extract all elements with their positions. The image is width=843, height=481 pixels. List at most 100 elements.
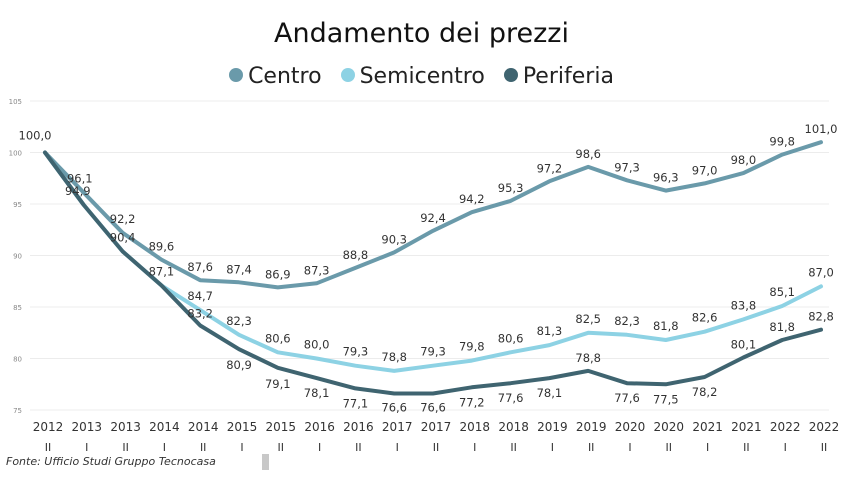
x-tick-year: 2016 bbox=[343, 420, 374, 434]
x-tick-semester: II bbox=[743, 441, 750, 454]
data-label-centro: 87,6 bbox=[187, 260, 213, 274]
legend-marker-periferia bbox=[503, 68, 518, 82]
data-label-semicentro: 85,1 bbox=[769, 285, 795, 299]
y-tick-label: 105 bbox=[9, 98, 22, 106]
data-label-centro: 92,2 bbox=[110, 212, 136, 226]
data-label-semicentro: 79,3 bbox=[343, 345, 369, 359]
data-label-centro: 89,6 bbox=[149, 240, 175, 254]
x-tick-semester: I bbox=[628, 441, 631, 454]
y-axis-ticks: 75 80 85 90 95 100 105 bbox=[9, 98, 22, 415]
x-tick-semester: II bbox=[588, 441, 595, 454]
data-label-centro: 92,4 bbox=[420, 211, 446, 225]
data-label-periferia: 83,2 bbox=[187, 307, 213, 321]
x-tick-semester: I bbox=[85, 441, 88, 454]
data-label-centro: 98,0 bbox=[731, 153, 757, 167]
data-label-centro: 101,0 bbox=[805, 122, 838, 136]
data-label-centro: 86,9 bbox=[265, 267, 291, 281]
x-tick-year: 2022 bbox=[770, 420, 801, 434]
data-label-semicentro: 90,4 bbox=[110, 230, 136, 244]
series-line-semicentro bbox=[43, 150, 823, 373]
data-label-semicentro: 81,8 bbox=[653, 319, 679, 333]
x-tick-semester: II bbox=[45, 441, 52, 454]
x-tick-year: 2022 bbox=[809, 420, 840, 434]
x-tick-semester: I bbox=[551, 441, 554, 454]
data-label-periferia: 78,8 bbox=[575, 351, 601, 365]
data-label-periferia: 77,6 bbox=[614, 391, 640, 405]
data-label-periferia: 78,2 bbox=[692, 385, 718, 399]
data-label-semicentro: 82,6 bbox=[692, 311, 718, 325]
x-tick-semester: I bbox=[473, 441, 476, 454]
data-label-semicentro: 79,8 bbox=[459, 340, 485, 354]
y-tick-label: 85 bbox=[13, 304, 22, 312]
y-tick-label: 100 bbox=[9, 150, 22, 158]
data-label-centro: 99,8 bbox=[769, 135, 795, 149]
data-label-periferia: 80,9 bbox=[226, 358, 252, 372]
x-tick-year: 2020 bbox=[654, 420, 685, 434]
x-tick-year: 2014 bbox=[188, 420, 219, 434]
legend-item-periferia[interactable]: Periferia bbox=[503, 64, 614, 89]
x-tick-year: 2021 bbox=[692, 420, 723, 434]
y-tick-label: 90 bbox=[13, 253, 22, 261]
data-label-semicentro: 82,5 bbox=[575, 312, 601, 326]
x-tick-year: 2014 bbox=[149, 420, 180, 434]
x-tick-year: 2018 bbox=[498, 420, 529, 434]
chart-title: Andamento dei prezzi bbox=[274, 18, 569, 49]
x-tick-year: 2018 bbox=[460, 420, 491, 434]
data-label-centro: 90,3 bbox=[381, 232, 407, 246]
legend-marker-centro bbox=[229, 68, 244, 82]
series-line-periferia bbox=[43, 150, 823, 396]
data-label-semicentro: 87,1 bbox=[149, 264, 175, 278]
x-tick-year: 2013 bbox=[110, 420, 141, 434]
x-tick-year: 2019 bbox=[537, 420, 568, 434]
data-label-periferia: 77,2 bbox=[459, 395, 485, 409]
legend-label-periferia: Periferia bbox=[522, 64, 614, 89]
data-label-centro: 97,2 bbox=[537, 161, 563, 175]
data-label-centro: 95,3 bbox=[498, 181, 524, 195]
legend-label-centro: Centro bbox=[248, 64, 322, 89]
legend-item-centro[interactable]: Centro bbox=[229, 64, 322, 89]
x-axis-ticks: 2012II2013I2013II2014I2014II2015I2015II2… bbox=[33, 420, 840, 454]
data-label-semicentro: 94,9 bbox=[65, 184, 91, 198]
data-labels: 100,0 96,1 92,2 89,6 87,6 87,4 86,9 87,3 88,8 90,… bbox=[19, 122, 838, 414]
data-label-periferia: 77,6 bbox=[498, 391, 524, 405]
data-label-centro: 87,4 bbox=[226, 262, 252, 276]
x-tick-year: 2016 bbox=[304, 420, 335, 434]
y-tick-label: 75 bbox=[13, 407, 22, 415]
series-line-centro bbox=[43, 140, 823, 290]
data-label-semicentro: 87,0 bbox=[808, 265, 834, 279]
x-tick-year: 2015 bbox=[227, 420, 258, 434]
data-label-periferia: 77,1 bbox=[343, 396, 369, 410]
scrollbar-thumb[interactable] bbox=[262, 454, 269, 470]
legend-item-semicentro[interactable]: Semicentro bbox=[340, 64, 485, 89]
data-label-periferia: 81,8 bbox=[769, 320, 795, 334]
x-tick-semester: I bbox=[784, 441, 787, 454]
x-tick-semester: I bbox=[318, 441, 321, 454]
series-lines bbox=[43, 140, 823, 396]
x-tick-year: 2017 bbox=[382, 420, 413, 434]
data-label-semicentro: 83,8 bbox=[731, 298, 757, 312]
data-label-semicentro: 79,3 bbox=[420, 345, 446, 359]
data-label-centro: 88,8 bbox=[343, 248, 369, 262]
x-tick-semester: I bbox=[163, 441, 166, 454]
x-tick-year: 2015 bbox=[266, 420, 297, 434]
x-tick-year: 2017 bbox=[421, 420, 452, 434]
x-tick-year: 2012 bbox=[33, 420, 64, 434]
data-label-semicentro: 80,6 bbox=[498, 331, 524, 345]
x-tick-semester: II bbox=[433, 441, 440, 454]
data-label-centro: 96,3 bbox=[653, 171, 679, 185]
gridlines bbox=[30, 100, 829, 411]
data-label-semicentro: 80,0 bbox=[304, 338, 330, 352]
x-tick-semester: I bbox=[706, 441, 709, 454]
data-label-centro: 87,3 bbox=[304, 263, 330, 277]
data-label-centro: 94,2 bbox=[459, 192, 485, 206]
x-tick-year: 2020 bbox=[615, 420, 646, 434]
x-tick-semester: II bbox=[510, 441, 517, 454]
x-tick-semester: II bbox=[278, 441, 285, 454]
data-label-periferia: 76,6 bbox=[420, 401, 446, 415]
x-tick-semester: II bbox=[122, 441, 129, 454]
x-tick-semester: I bbox=[396, 441, 399, 454]
data-label-centro: 98,6 bbox=[575, 147, 601, 161]
legend-label-semicentro: Semicentro bbox=[359, 64, 485, 89]
data-label-centro: 96,1 bbox=[67, 172, 93, 186]
